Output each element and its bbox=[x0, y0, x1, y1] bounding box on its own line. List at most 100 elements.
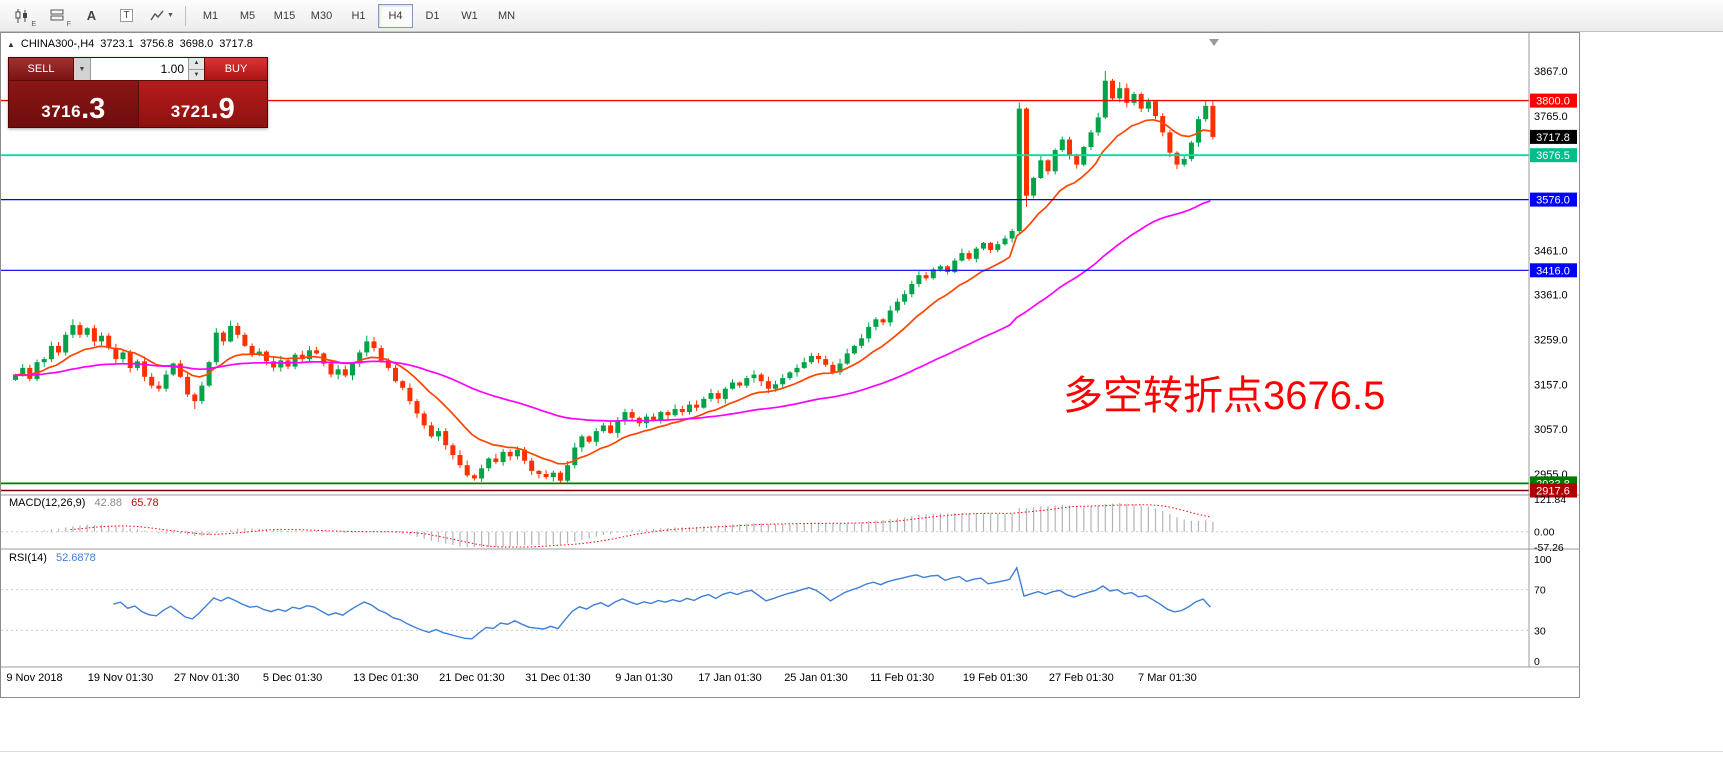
candle bbox=[350, 363, 355, 376]
sell-button[interactable]: SELL bbox=[9, 58, 74, 80]
candle bbox=[307, 350, 312, 360]
timeframe-d1-button[interactable]: D1 bbox=[425, 9, 440, 22]
main-chart[interactable]: 3867.0 3765.0 3461.0 3361.0 3259.0 3157.0 3057… bbox=[1, 33, 1579, 697]
candle bbox=[192, 394, 198, 402]
candle bbox=[687, 404, 692, 413]
candle bbox=[1095, 117, 1101, 133]
buy-price-fraction: .9 bbox=[210, 93, 235, 126]
svg-text:9 Jan 01:30: 9 Jan 01:30 bbox=[615, 672, 673, 684]
candle bbox=[1102, 80, 1108, 118]
text-label-tool-button[interactable]: A bbox=[75, 2, 108, 29]
timeframe-m30-button[interactable]: M30 bbox=[310, 9, 333, 22]
candle bbox=[629, 412, 635, 418]
timeframe-m1-button[interactable]: M1 bbox=[202, 9, 219, 22]
ma-slow-line bbox=[12, 200, 1211, 422]
timeframe-h4-button[interactable]: H4 bbox=[378, 3, 413, 28]
candle bbox=[1110, 80, 1115, 99]
candle bbox=[930, 269, 936, 279]
candle bbox=[543, 474, 549, 478]
collapse-marker-icon[interactable]: ▲ bbox=[7, 39, 15, 49]
svg-text:-57.26: -57.26 bbox=[1534, 542, 1564, 554]
candle bbox=[278, 360, 284, 368]
timeframe-m5-button[interactable]: M5 bbox=[239, 9, 256, 22]
candle bbox=[464, 465, 470, 476]
macd-signal-line bbox=[70, 504, 1211, 548]
candle bbox=[1031, 177, 1037, 196]
candle bbox=[679, 409, 685, 413]
buy-button[interactable]: BUY bbox=[204, 58, 267, 80]
timeframe-m15-button[interactable]: M15 bbox=[273, 9, 296, 22]
date-axis: 9 Nov 2018 19 Nov 01:30 27 Nov 01:30 5 Dec … bbox=[6, 672, 1196, 684]
svg-text:21 Dec 01:30: 21 Dec 01:30 bbox=[439, 672, 504, 684]
candle bbox=[199, 385, 205, 402]
svg-text:3576.0: 3576.0 bbox=[1536, 195, 1570, 207]
candle bbox=[923, 275, 929, 279]
candle bbox=[658, 412, 664, 420]
candle bbox=[909, 284, 915, 295]
candle bbox=[84, 328, 90, 335]
svg-text:3717.8: 3717.8 bbox=[1536, 132, 1570, 144]
candle bbox=[127, 352, 133, 368]
candle bbox=[737, 382, 743, 386]
candle bbox=[421, 413, 427, 426]
candle bbox=[450, 445, 456, 455]
candle bbox=[56, 345, 61, 353]
macd-panel: 121.84 0.00 -57.26 bbox=[1, 494, 1566, 554]
letter-t-icon: T bbox=[120, 9, 133, 22]
svg-text:3361.0: 3361.0 bbox=[1534, 290, 1568, 302]
candle bbox=[242, 334, 248, 346]
sell-price-display[interactable]: 3716 .3 bbox=[9, 81, 139, 127]
price-axis-labels: 3867.0 3765.0 3461.0 3361.0 3259.0 3157.0 3057… bbox=[1534, 66, 1568, 481]
candle bbox=[1117, 88, 1123, 99]
candle bbox=[471, 475, 477, 479]
candle bbox=[299, 354, 305, 360]
volume-increase-button[interactable]: ▲ bbox=[189, 58, 204, 70]
macd-indicator-label: MACD(12,26,9) 42.88 65.78 bbox=[9, 497, 159, 509]
candle bbox=[665, 412, 671, 416]
volume-dropdown-button[interactable]: ▼ bbox=[74, 58, 91, 80]
svg-text:3057.0: 3057.0 bbox=[1534, 424, 1568, 436]
candle bbox=[328, 363, 334, 375]
chart-windows-toolbar-icon[interactable]: F bbox=[40, 2, 73, 29]
candle bbox=[27, 367, 33, 379]
volume-input[interactable]: 1.00 bbox=[91, 58, 188, 80]
candle bbox=[428, 425, 434, 437]
candle bbox=[536, 470, 542, 474]
candle bbox=[486, 458, 492, 469]
chart-candles-toolbar-icon[interactable]: E bbox=[5, 2, 38, 29]
candle bbox=[1074, 155, 1080, 165]
candle bbox=[945, 266, 951, 272]
svg-text:0: 0 bbox=[1534, 656, 1540, 668]
candle bbox=[1131, 94, 1137, 103]
svg-text:27 Nov 01:30: 27 Nov 01:30 bbox=[174, 672, 239, 684]
scroll-marker-icon bbox=[1209, 39, 1219, 46]
candle bbox=[292, 354, 298, 367]
timeframe-h1-button[interactable]: H1 bbox=[351, 9, 366, 22]
timeframe-mn-button[interactable]: MN bbox=[497, 9, 516, 22]
candle bbox=[149, 376, 155, 386]
candle bbox=[91, 328, 97, 342]
candle bbox=[1024, 108, 1029, 196]
pane-separators bbox=[1, 33, 1579, 668]
candle bbox=[773, 384, 778, 389]
chart-window: 3867.0 3765.0 3461.0 3361.0 3259.0 3157.0 3057… bbox=[0, 32, 1580, 698]
candle bbox=[801, 362, 807, 368]
buy-price-display[interactable]: 3721 .9 bbox=[138, 81, 267, 127]
candle bbox=[715, 393, 721, 399]
drawing-tools-button[interactable]: ▼ bbox=[145, 2, 178, 29]
text-box-tool-button[interactable]: T bbox=[110, 2, 143, 29]
volume-decrease-button[interactable]: ▼ bbox=[189, 69, 204, 80]
candle bbox=[744, 378, 750, 386]
candle bbox=[651, 416, 657, 420]
candle bbox=[1016, 108, 1022, 231]
price-line-label: 3676.5 bbox=[1530, 148, 1577, 163]
candle bbox=[1124, 88, 1130, 103]
svg-text:3157.0: 3157.0 bbox=[1534, 380, 1568, 392]
timeframe-w1-button[interactable]: W1 bbox=[461, 9, 478, 22]
rsi-panel: 100 70 30 0 bbox=[1, 554, 1552, 668]
candle bbox=[1138, 94, 1144, 109]
candle bbox=[765, 381, 771, 389]
candle bbox=[823, 359, 829, 365]
price-line-label: 3800.0 bbox=[1530, 93, 1577, 108]
candle bbox=[70, 325, 76, 335]
